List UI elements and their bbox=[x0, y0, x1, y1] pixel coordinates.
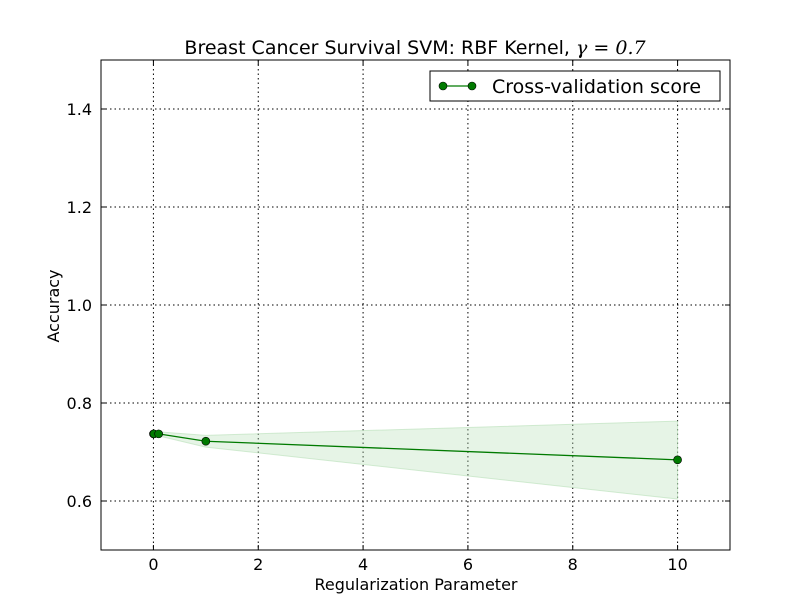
x-tick-label-4: 8 bbox=[568, 555, 578, 574]
y-axis-label: Accuracy bbox=[44, 269, 63, 342]
tick-marks-and-labels: 0 2 4 6 8 10 0.6 0.8 1.0 1.2 1.4 bbox=[67, 60, 730, 574]
x-tick-label-1: 2 bbox=[253, 555, 263, 574]
series-marker-group bbox=[149, 429, 682, 465]
legend-box bbox=[429, 70, 721, 102]
chart-title: Breast Cancer Survival SVM: RBF Kernel, … bbox=[184, 37, 646, 59]
x-tick-label-3: 6 bbox=[463, 555, 473, 574]
chart-title-text: Breast Cancer Survival SVM: RBF Kernel, bbox=[184, 37, 576, 59]
legend: Cross-validation score bbox=[429, 70, 721, 102]
x-tick-label-2: 4 bbox=[358, 555, 368, 574]
y-tick-label-3: 1.2 bbox=[67, 198, 92, 217]
y-tick-label-2: 1.0 bbox=[67, 296, 92, 315]
legend-marker-start-0 bbox=[438, 81, 448, 91]
x-axis-label: Regularization Parameter bbox=[315, 575, 518, 594]
legend-marker-end-0 bbox=[467, 81, 477, 91]
y-tick-label-0: 0.6 bbox=[67, 492, 92, 511]
confidence-band-group bbox=[152, 420, 679, 500]
confidence-band-0 bbox=[152, 420, 679, 500]
x-tick-label-5: 10 bbox=[667, 555, 687, 574]
data-point-0-4 bbox=[673, 455, 682, 465]
legend-label-0: Cross-validation score bbox=[492, 76, 701, 98]
x-tick-label-0: 0 bbox=[148, 555, 158, 574]
data-point-0-3 bbox=[201, 436, 211, 446]
y-tick-label-1: 0.8 bbox=[67, 394, 92, 413]
chart-title-math: γ = 0.7 bbox=[576, 37, 646, 59]
grid-lines bbox=[101, 60, 730, 550]
y-tick-label-4: 1.4 bbox=[67, 100, 92, 119]
data-point-0-2 bbox=[154, 429, 163, 439]
